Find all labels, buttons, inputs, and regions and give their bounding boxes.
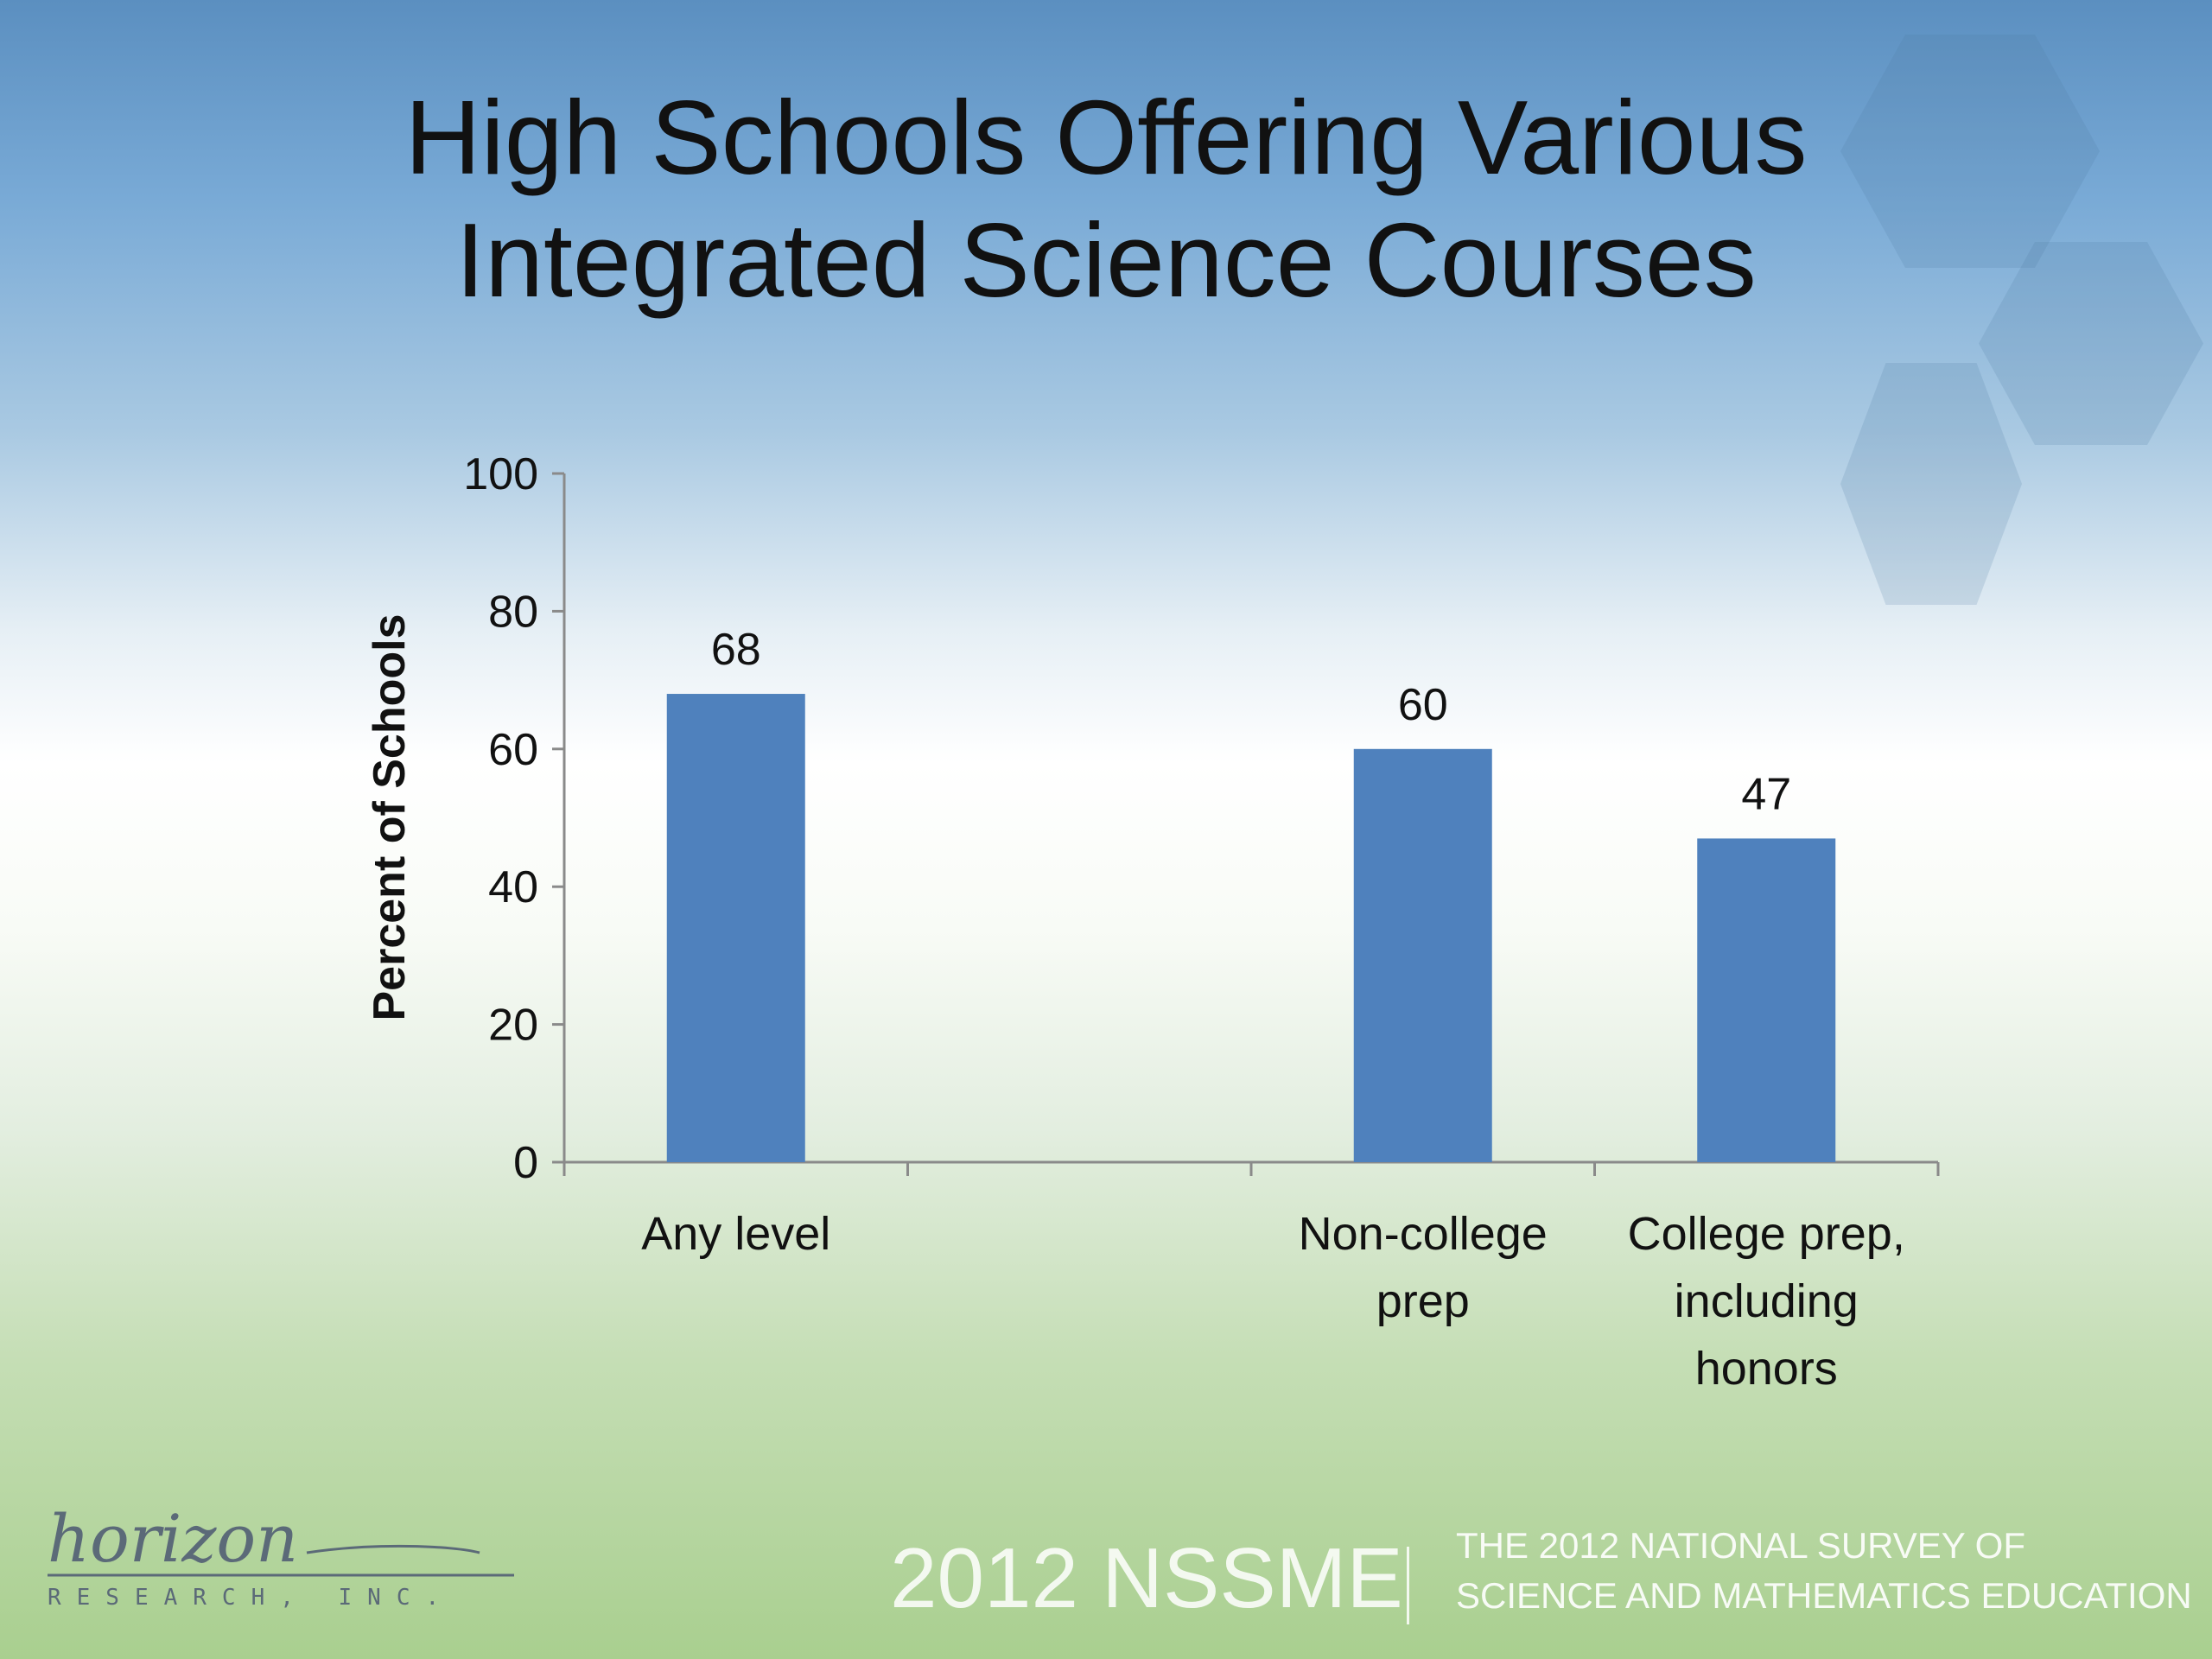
survey-name-line1: THE 2012 NATIONAL SURVEY OF: [1456, 1525, 2025, 1566]
y-axis-title: Percent of Schools: [365, 614, 415, 1021]
horizon-research-logo: horizon RESEARCH, INC.: [48, 1500, 531, 1624]
x-tick-label: College prep,: [1628, 1208, 1905, 1260]
x-tick-label: honors: [1695, 1343, 1838, 1395]
bar: [1697, 838, 1836, 1162]
data-label: 60: [1398, 680, 1448, 730]
x-tick-label: Any level: [641, 1208, 830, 1260]
svg-text:RESEARCH, INC.: RESEARCH, INC.: [48, 1585, 454, 1611]
y-tick-label: 20: [488, 1001, 538, 1051]
bar: [666, 694, 805, 1162]
slide-title-line2: Integrated Science Courses: [455, 201, 1757, 319]
y-tick-label: 40: [488, 862, 538, 912]
x-tick-label: Non-college: [1299, 1208, 1548, 1260]
y-tick-label: 80: [488, 587, 538, 637]
svg-text:horizon: horizon: [48, 1508, 298, 1577]
bar: [1353, 748, 1492, 1162]
slide-title-line1: High Schools Offering Various: [404, 79, 1808, 196]
y-tick-label: 0: [513, 1138, 538, 1188]
data-label: 68: [711, 625, 761, 675]
y-tick-label: 100: [463, 449, 538, 499]
x-tick-label: prep: [1376, 1275, 1470, 1327]
survey-name-line2: SCIENCE AND MATHEMATICS EDUCATION: [1456, 1575, 2192, 1616]
slide-title: High Schools Offering Various Integrated…: [0, 76, 2212, 321]
data-label: 47: [1741, 769, 1791, 819]
y-tick-label: 60: [488, 725, 538, 775]
footer-divider: [1407, 1547, 1409, 1624]
background-hexagon: [1840, 35, 2100, 268]
survey-name: THE 2012 NATIONAL SURVEY OF SCIENCE AND …: [1456, 1521, 2192, 1621]
nssme-label: 2012 NSSME: [890, 1530, 1403, 1625]
x-tick-label: including: [1675, 1275, 1859, 1327]
